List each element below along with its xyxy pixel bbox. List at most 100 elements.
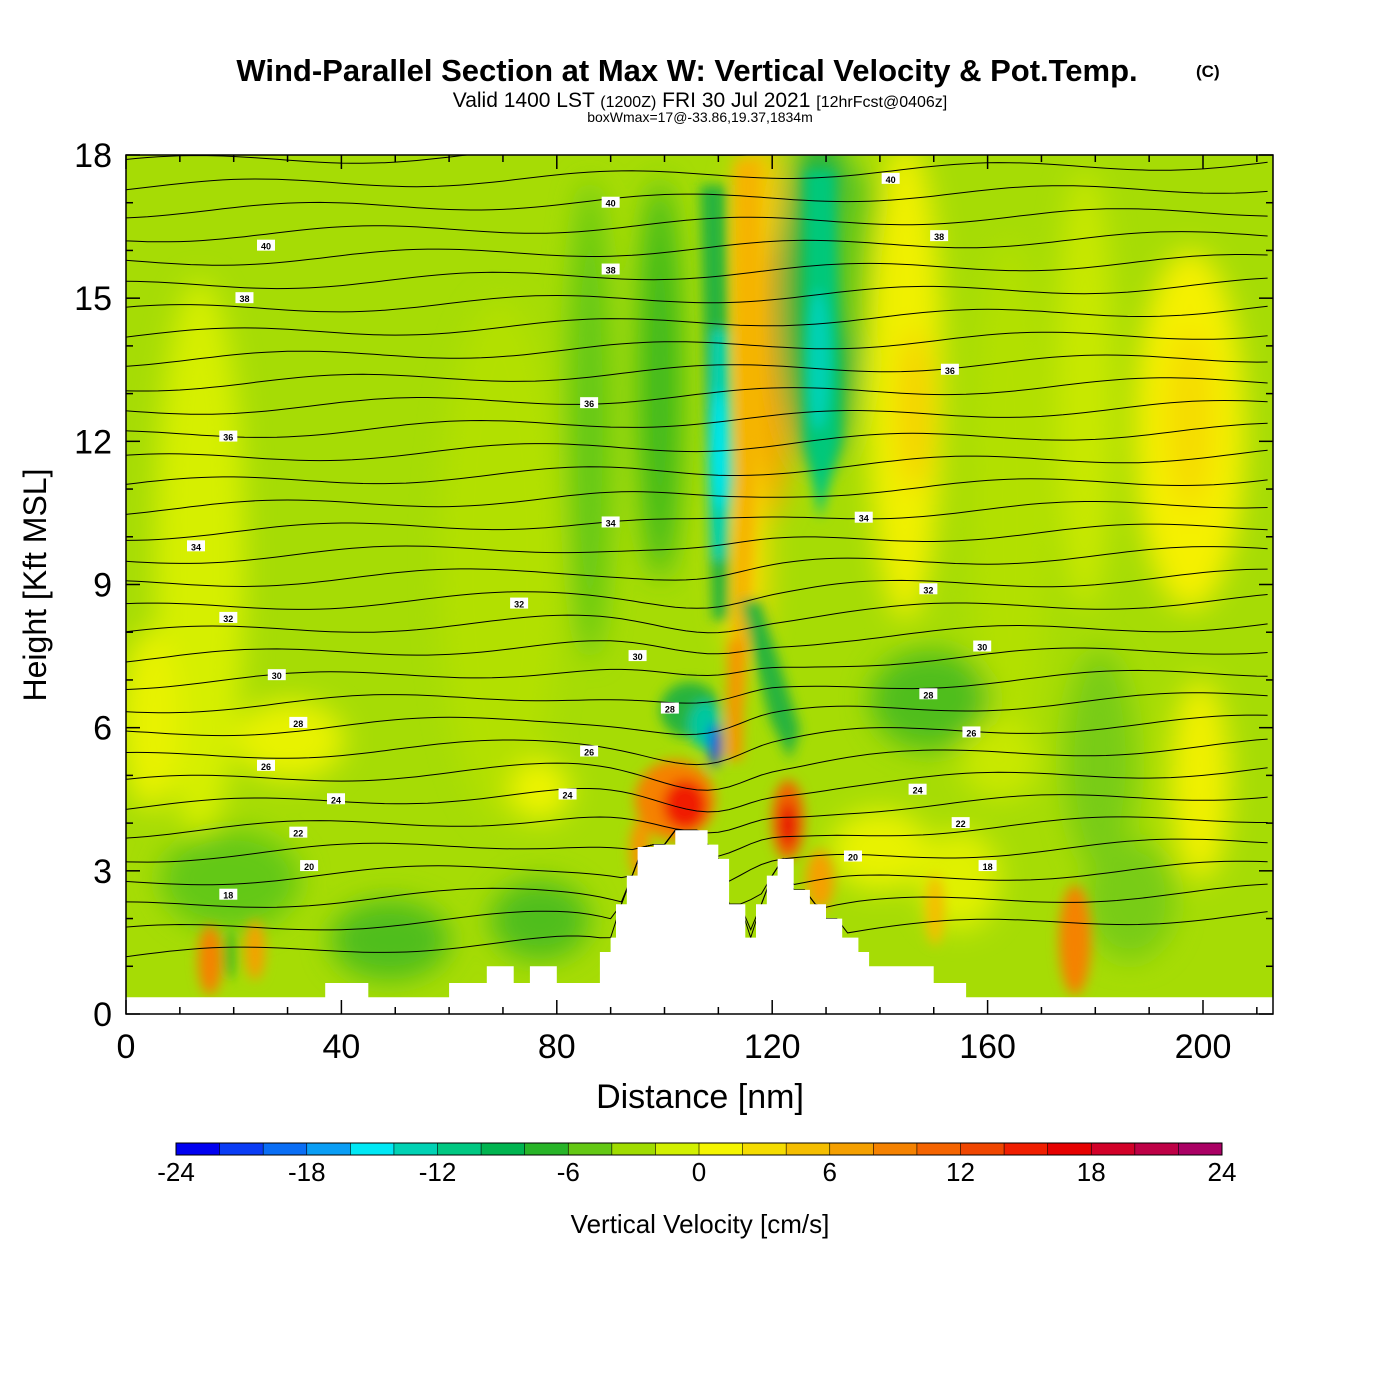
contour-label-box <box>601 196 620 208</box>
theta-contour-line <box>126 231 1268 266</box>
contour-label-box <box>219 611 238 623</box>
theta-contour-line <box>126 501 1268 541</box>
contour-label-box <box>510 597 529 609</box>
colorbar-swatch <box>655 1143 700 1155</box>
colorbar-tick-label: 0 <box>692 1157 706 1187</box>
theta-contour-line <box>126 568 1268 610</box>
theta-contour-line <box>126 185 1268 219</box>
colorbar-label: Vertical Velocity [cm/s] <box>571 1209 830 1239</box>
contour-label-box <box>854 511 873 523</box>
theta-contour-line <box>126 305 1268 338</box>
contour-label-box <box>187 540 206 552</box>
colorbar-swatch <box>350 1143 395 1155</box>
colorbar-swatch <box>263 1143 308 1155</box>
theta-contour-label: 18 <box>219 888 238 901</box>
contour-label-box <box>257 239 276 251</box>
vertical-velocity-field: 40 40 40 38 38 38 36 36 36 34 34 34 32 32 32 30 30 30 28 28… <box>126 155 1273 1014</box>
theta-contour-label: 26 <box>257 759 276 772</box>
contour-label-text: 22 <box>956 819 966 829</box>
contour-label-box <box>300 860 319 872</box>
theta-contour-line <box>126 623 1268 663</box>
theta-contour-label: 20 <box>300 860 319 872</box>
x-tick-labels: 0 40 80 120 160 200 <box>117 1028 1232 1066</box>
colorbar-tick-label: -24 <box>157 1157 195 1187</box>
theta-contour-label: 30 <box>628 650 647 662</box>
colorbar-swatch <box>699 1143 743 1155</box>
theta-contour-line <box>126 767 1268 813</box>
theta-contour-label: 24 <box>327 793 346 805</box>
colorbar-swatch <box>393 1143 438 1155</box>
colorbar-swatch <box>176 1143 220 1155</box>
theta-contour-label: 26 <box>580 745 599 758</box>
theta-contour-label: 34 <box>854 511 873 524</box>
contour-label-text: 24 <box>913 786 923 796</box>
x-tick-label: 0 <box>117 1028 136 1066</box>
contour-label-text: 32 <box>514 600 524 610</box>
colorbar-tick-label: -6 <box>557 1157 580 1187</box>
subtitle-utc: (1200Z) <box>600 94 656 111</box>
contour-label-text: 30 <box>977 643 987 653</box>
theta-contour-label: 38 <box>601 263 620 276</box>
contour-label-box <box>951 817 970 829</box>
theta-contour-line <box>126 647 1268 690</box>
theta-contour-label: 32 <box>510 597 529 610</box>
contour-label-box <box>660 702 679 714</box>
contour-label-text: 28 <box>293 719 303 729</box>
contour-label-box <box>235 292 254 304</box>
subtitle-forecast: [12hrFcst@0406z] <box>816 94 947 111</box>
contour-label-box <box>289 826 308 838</box>
theta-contour-line <box>126 331 1268 367</box>
theta-contour-label: 40 <box>257 239 276 252</box>
copyright-mark: (C) <box>1196 62 1220 81</box>
contour-label-box <box>973 640 992 652</box>
theta-contour-label: 26 <box>962 726 981 738</box>
figure-title: Wind-Parallel Section at Max W: Vertical… <box>236 53 1137 88</box>
contour-label-box <box>267 669 286 681</box>
theta-contour-label: 32 <box>919 583 938 595</box>
colorbar-tick-labels: -24 -18 -12 -6 0 6 12 18 24 <box>157 1157 1236 1187</box>
contour-label-text: 38 <box>239 294 249 304</box>
contour-label-box <box>289 716 308 728</box>
contour-label-text: 28 <box>923 690 933 700</box>
y-tick-label: 0 <box>93 996 112 1034</box>
y-tick-label: 12 <box>74 423 112 461</box>
theta-contour-line <box>126 594 1268 634</box>
colorbar-swatch <box>524 1143 569 1155</box>
theta-contour-line <box>126 354 1268 392</box>
theta-contour-line <box>126 714 1268 766</box>
colorbar-swatch <box>1178 1143 1223 1155</box>
theta-contour-line <box>126 449 1268 485</box>
theta-contour-label: 22 <box>289 826 308 839</box>
contour-label-text: 34 <box>859 514 869 524</box>
colorbar <box>175 1142 1223 1156</box>
contour-label-text: 26 <box>966 728 976 738</box>
theta-contour-label: 28 <box>660 702 679 715</box>
contour-label-box <box>219 888 238 900</box>
figure-subtitle: Valid 1400 LST (1200Z) FRI 30 Jul 2021 [… <box>453 89 947 112</box>
theta-contour-line <box>126 422 1268 462</box>
x-tick-label: 40 <box>322 1028 360 1066</box>
theta-contour-line <box>126 155 760 164</box>
field-cores <box>198 160 1091 995</box>
y-tick-label: 15 <box>74 280 112 318</box>
x-tick-label: 160 <box>959 1028 1016 1066</box>
contour-label-text: 38 <box>934 232 944 242</box>
y-tick-label: 3 <box>93 853 112 891</box>
theta-contour-label: 30 <box>973 640 992 653</box>
contour-label-text: 24 <box>563 790 573 800</box>
terrain-mask <box>126 830 1273 1014</box>
theta-contour-label: 18 <box>978 860 997 872</box>
theta-contour-label: 40 <box>601 196 620 209</box>
colorbar-swatch <box>829 1143 874 1155</box>
colorbar-swatch <box>437 1143 482 1155</box>
contour-label-text: 18 <box>223 891 233 901</box>
colorbar-tick-label: 18 <box>1077 1157 1106 1187</box>
theta-contour-label: 38 <box>235 292 254 304</box>
y-axis-label: Height [Kft MSL] <box>17 469 53 702</box>
colorbar-swatch <box>306 1143 351 1155</box>
contour-label-text: 24 <box>331 795 341 805</box>
theta-contour-label: 40 <box>881 172 900 185</box>
theta-contour-label: 36 <box>219 430 238 443</box>
colorbar-swatch <box>481 1143 525 1155</box>
theta-contour-label: 36 <box>580 397 599 409</box>
